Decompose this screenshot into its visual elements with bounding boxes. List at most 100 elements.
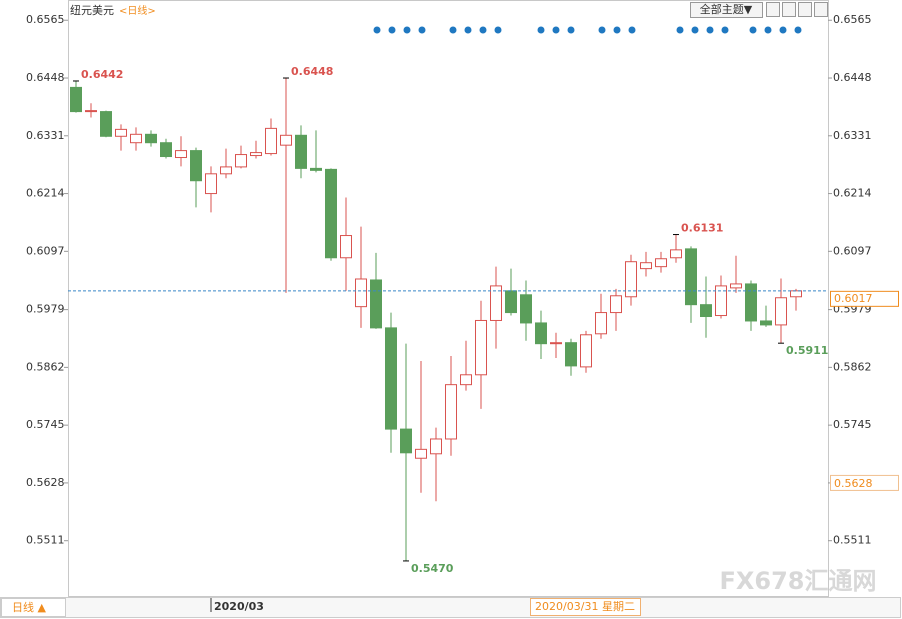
candle-body — [490, 285, 502, 321]
y2-tick-label: 0.6331 — [833, 129, 872, 142]
candle-body — [550, 342, 562, 345]
event-dot[interactable] — [706, 26, 714, 34]
event-dot[interactable] — [479, 26, 487, 34]
event-dot[interactable] — [418, 26, 426, 34]
event-dot[interactable] — [537, 26, 545, 34]
candle-body — [655, 258, 667, 268]
event-dot[interactable] — [794, 26, 802, 34]
event-dot[interactable] — [449, 26, 457, 34]
theme-button[interactable] — [690, 2, 763, 18]
y-tick-label: 0.6331 — [26, 129, 65, 142]
candle-body — [355, 278, 367, 308]
period-button[interactable] — [1, 598, 66, 617]
low-label: 0.5470 — [411, 562, 454, 575]
event-dot[interactable] — [388, 26, 396, 34]
y2-tick-label: 0.6097 — [833, 244, 872, 257]
candle-body — [385, 327, 397, 430]
high-label: 0.6442 — [81, 68, 123, 81]
candle-body — [685, 248, 697, 306]
y2-tick-label: 0.5745 — [833, 418, 872, 431]
y-tick-label: 0.6097 — [26, 244, 65, 257]
event-dot[interactable] — [403, 26, 411, 34]
event-markers — [373, 26, 802, 34]
tool-button[interactable] — [798, 2, 812, 17]
event-dot[interactable] — [676, 26, 684, 34]
high-label: 0.6131 — [681, 222, 723, 235]
candle-body — [595, 312, 607, 335]
candle-body — [505, 290, 517, 314]
candle-body — [400, 428, 412, 454]
candle-body — [340, 235, 352, 259]
y-tick-label: 0.5862 — [26, 360, 65, 373]
event-dot[interactable] — [628, 26, 636, 34]
candle-body — [280, 134, 292, 146]
y-tick-label: 0.5628 — [26, 476, 65, 489]
y-tick-label: 0.5745 — [26, 418, 65, 431]
candle-body — [220, 166, 232, 175]
candle-body — [295, 134, 307, 169]
low-label: 0.5911 — [786, 344, 828, 357]
candle-body — [70, 86, 82, 113]
candle-body — [580, 334, 592, 368]
tool-button[interactable] — [814, 2, 828, 17]
event-dot[interactable] — [779, 26, 787, 34]
x-tick-label: 2020/03 — [214, 600, 264, 613]
candle-body — [715, 285, 727, 317]
candle-body — [640, 262, 652, 270]
candle-body — [205, 173, 217, 195]
candle-body — [760, 320, 772, 326]
event-dot[interactable] — [721, 26, 729, 34]
candle-body — [115, 128, 127, 137]
chart-title: 纽元美元 — [70, 3, 114, 17]
event-dot[interactable] — [691, 26, 699, 34]
event-dot[interactable] — [373, 26, 381, 34]
tool-button[interactable] — [782, 2, 796, 17]
event-dot[interactable] — [567, 26, 575, 34]
candle-body — [175, 150, 187, 159]
event-dot[interactable] — [494, 26, 502, 34]
event-dot[interactable] — [764, 26, 772, 34]
last-price-label: 0.6017 — [834, 292, 873, 305]
y2-tick-label: 0.6448 — [833, 71, 872, 84]
y-tick-label: 0.6448 — [26, 71, 65, 84]
y2-tick-label: 0.5511 — [833, 534, 872, 547]
candle-body — [775, 297, 787, 326]
candle-body — [430, 438, 442, 455]
candle-body — [670, 249, 682, 259]
candle-body — [85, 110, 97, 113]
high-label: 0.6448 — [291, 65, 333, 78]
y2-tick-label: 0.5862 — [833, 360, 872, 373]
crosshair-value-box — [830, 474, 899, 491]
y-tick-label: 0.5511 — [26, 534, 65, 547]
candle-body — [145, 133, 157, 144]
y-tick-label: 0.5979 — [26, 303, 65, 316]
period-button-label[interactable]: 日线 ▲ — [12, 600, 46, 614]
candle-body — [790, 290, 802, 298]
candle-body — [520, 294, 532, 324]
candle-body — [610, 295, 622, 314]
candle-body — [700, 304, 712, 318]
crosshair-value: 0.5628 — [834, 477, 873, 490]
y-tick-label: 0.6565 — [26, 13, 65, 26]
crosshair-date: 2020/03/31 星期二 — [535, 600, 635, 613]
event-dot[interactable] — [464, 26, 472, 34]
candle-body — [745, 283, 757, 322]
tool-button[interactable] — [766, 2, 780, 17]
event-dot[interactable] — [613, 26, 621, 34]
event-dot[interactable] — [749, 26, 757, 34]
event-dot[interactable] — [598, 26, 606, 34]
plot-frame — [68, 0, 829, 597]
theme-button-label[interactable]: 全部主题▼ — [700, 2, 753, 16]
candle-body — [370, 279, 382, 329]
watermark: FX678汇通网 — [720, 567, 877, 595]
period-label: <日线> — [119, 4, 156, 17]
candle-body — [445, 384, 457, 440]
candle-body — [475, 319, 487, 376]
event-dot[interactable] — [552, 26, 560, 34]
candle-body — [565, 342, 577, 367]
y-tick-label: 0.6214 — [26, 187, 65, 200]
y2-tick-label: 0.6565 — [833, 13, 872, 26]
candle-body — [190, 150, 202, 182]
